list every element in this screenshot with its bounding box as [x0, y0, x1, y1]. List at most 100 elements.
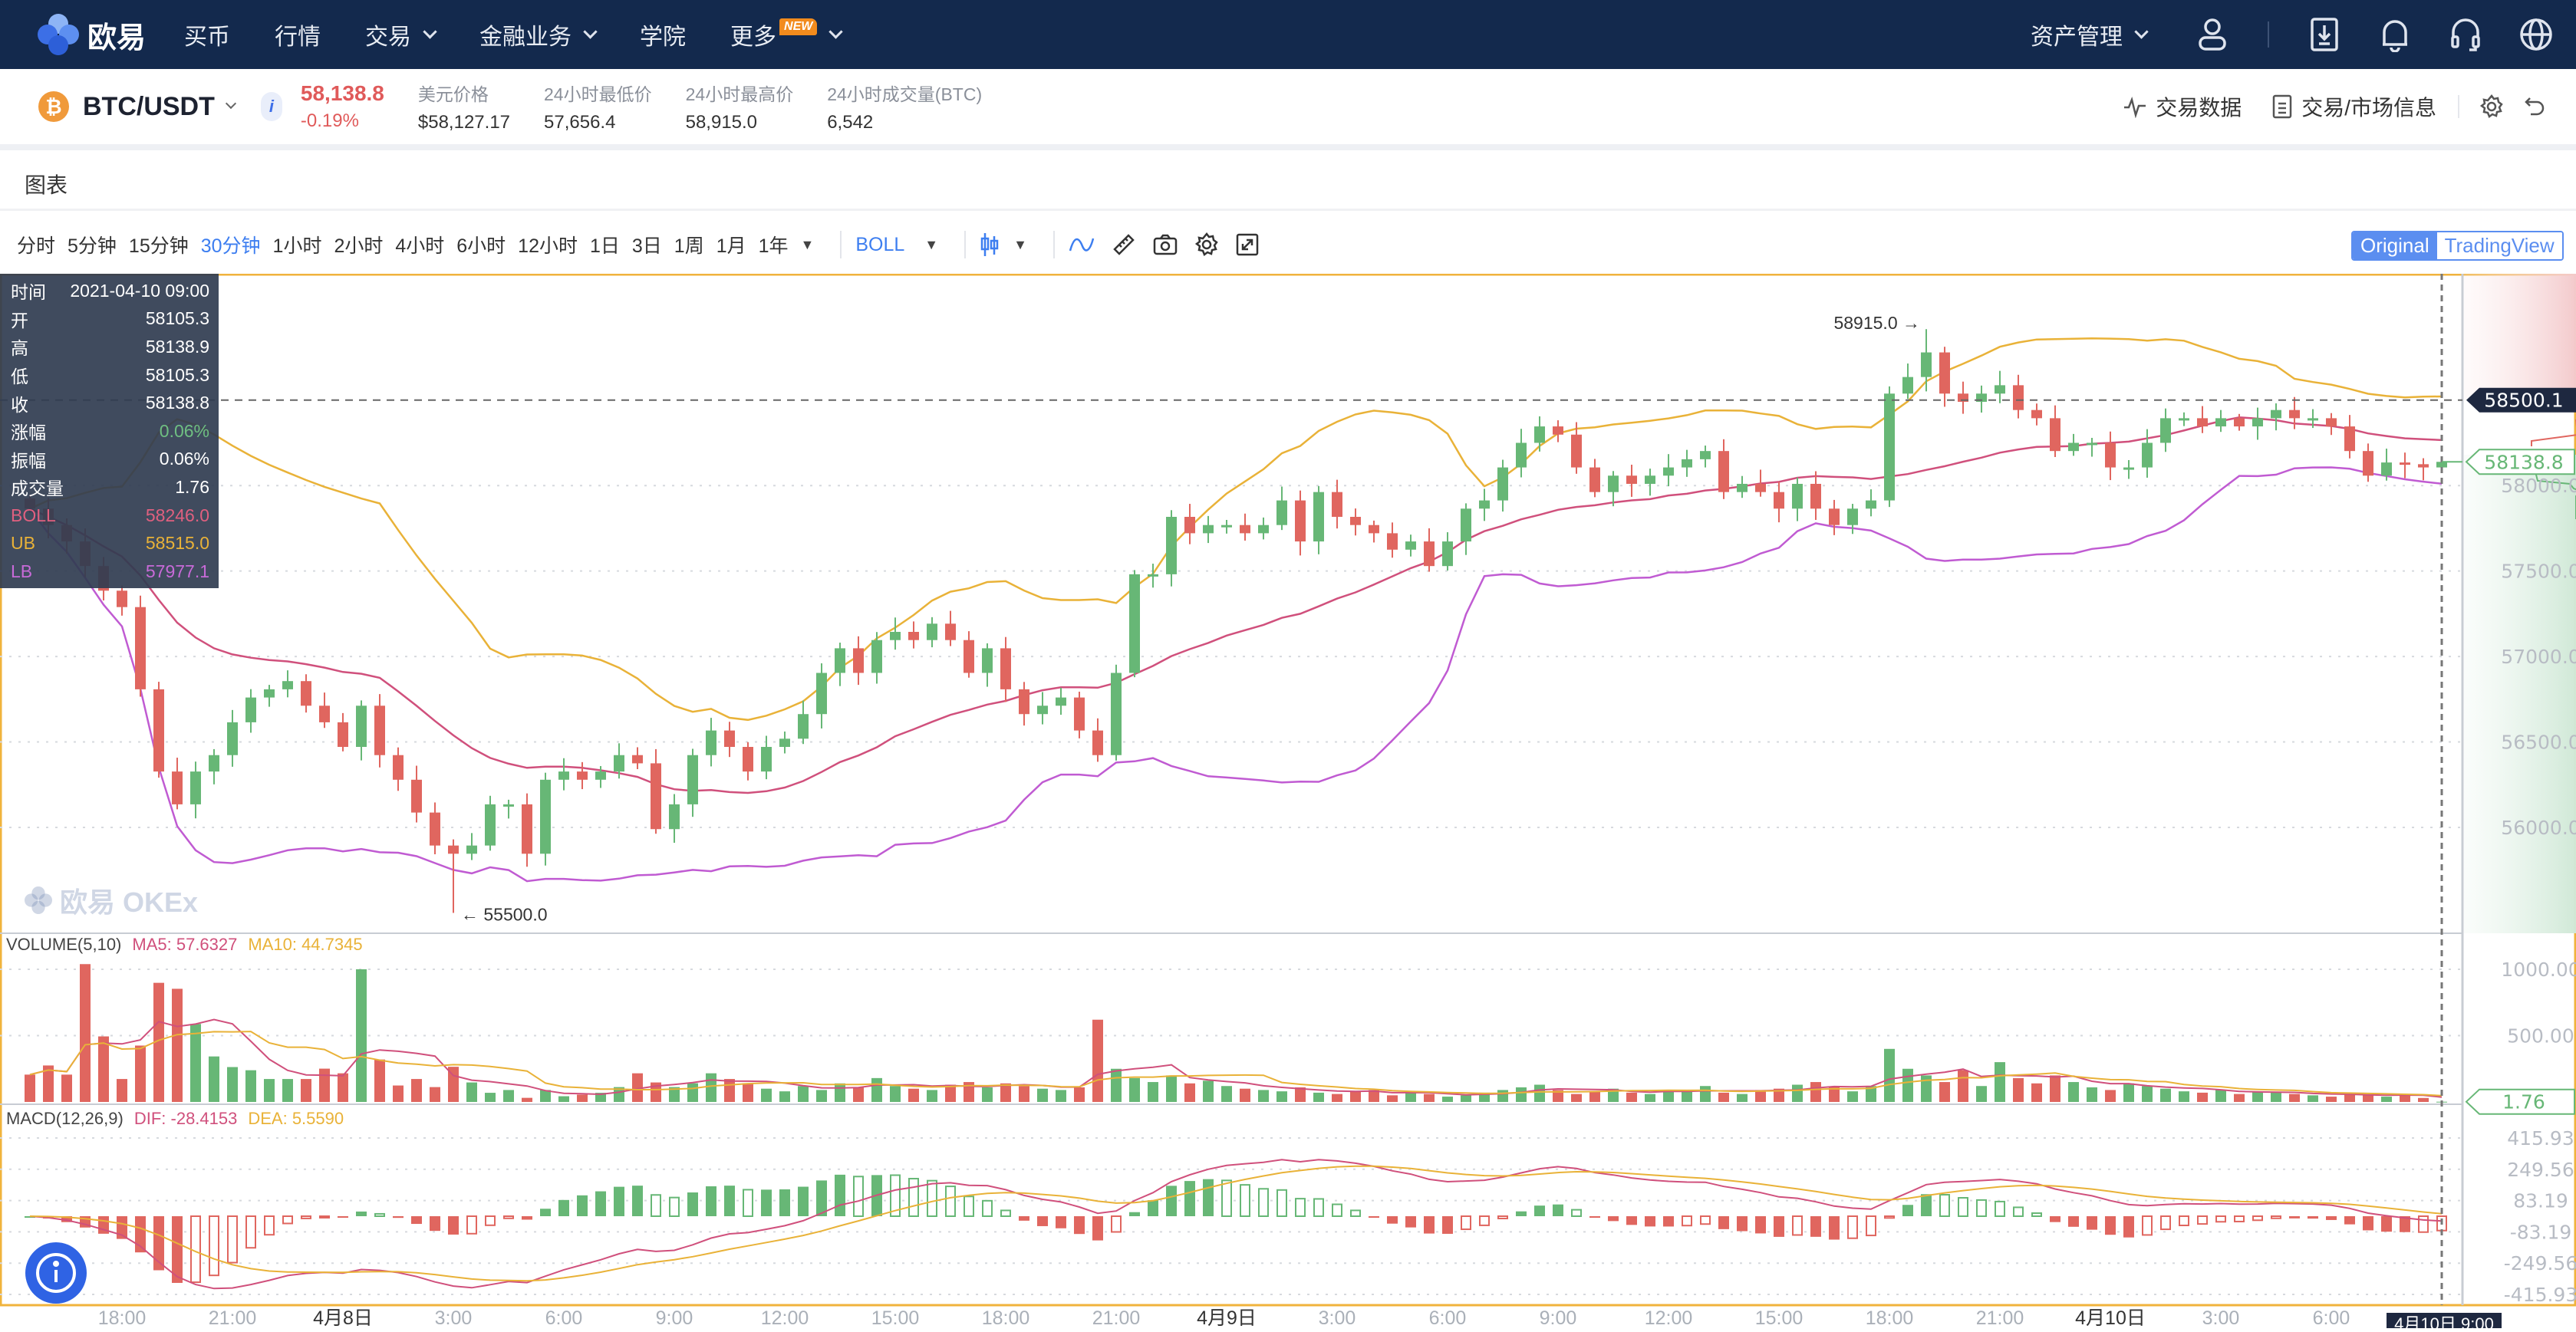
info-icon[interactable]: i: [260, 92, 282, 121]
logo[interactable]: 欧易: [35, 12, 146, 58]
volume-bar: [2142, 1086, 2153, 1102]
candle-body: [503, 804, 514, 807]
interval-1M[interactable]: 1月: [716, 235, 746, 257]
volume-bar: [835, 1083, 845, 1102]
bell-icon[interactable]: [2377, 16, 2413, 53]
macd-histogram-bar: [227, 1215, 238, 1264]
time-tick-label: 3:00: [2202, 1307, 2240, 1328]
interval-1min-line[interactable]: 分时: [17, 235, 56, 257]
candle-body: [558, 771, 569, 780]
candle-body: [1350, 516, 1361, 525]
candle-body: [1497, 467, 1508, 501]
ruler-icon[interactable]: [1112, 232, 1136, 257]
fullscreen-icon[interactable]: [1236, 233, 1259, 256]
kline-chart-svg[interactable]: 58000.0 57500.0 57000.0 56500.0 56000.0 1000.…: [0, 273, 2576, 1332]
interval-4h[interactable]: 4小时: [395, 235, 445, 257]
volume-bar: [2381, 1097, 2392, 1102]
candle-body: [1461, 508, 1471, 542]
macd-histogram-bar: [2418, 1215, 2429, 1233]
candle-body: [1442, 541, 1453, 567]
macd-legend: MACD(12,26,9) DIF: -28.4153 DEA: 5.5590: [6, 1109, 344, 1129]
interval-5m[interactable]: 5分钟: [68, 235, 117, 257]
stat-usd-price: 美元价格 $58,127.17: [418, 80, 510, 133]
macd-tick-label: 415.93: [2507, 1127, 2574, 1149]
market-info-link[interactable]: 交易/市场信息: [2301, 96, 2436, 120]
line-tool-icon[interactable]: [1069, 235, 1095, 254]
indicator-select[interactable]: BOLL: [855, 233, 905, 255]
candle-body: [1884, 393, 1895, 501]
macd-histogram-bar: [2344, 1216, 2355, 1225]
view-original-button[interactable]: Original: [2353, 232, 2437, 259]
interval-6h[interactable]: 6小时: [456, 235, 506, 257]
candle-body: [2234, 418, 2245, 427]
candle-body: [1958, 393, 1968, 402]
volume-bar: [2271, 1092, 2281, 1102]
interval-dropdown-icon[interactable]: ▼: [800, 236, 815, 252]
macd-tick-label: -83.19: [2510, 1221, 2572, 1243]
nav-academy[interactable]: 学院: [640, 18, 686, 51]
indicator-dropdown-icon[interactable]: ▼: [924, 236, 939, 252]
candle-body: [319, 705, 330, 722]
interval-1d[interactable]: 1日: [589, 235, 620, 257]
tooltip-value: 0.06%: [159, 420, 209, 441]
user-icon[interactable]: [2194, 16, 2231, 53]
interval-1h[interactable]: 1小时: [272, 235, 322, 257]
macd-histogram-bar: [1847, 1215, 1858, 1239]
undo-icon[interactable]: [2524, 96, 2545, 117]
macd-histogram-bar: [2142, 1215, 2153, 1236]
globe-icon[interactable]: [2518, 16, 2555, 53]
candle-body: [1939, 352, 1950, 394]
asset-management-menu[interactable]: 资产管理: [2031, 18, 2149, 51]
nav-finance[interactable]: 金融业务: [479, 18, 598, 51]
candle-body: [2418, 464, 2429, 468]
interval-30m[interactable]: 30分钟: [200, 235, 261, 257]
volume-bar: [1939, 1082, 1950, 1102]
volume-bar: [1276, 1091, 1287, 1102]
pair-selector[interactable]: BTC/USDT: [83, 91, 215, 121]
nav-trade[interactable]: 交易: [365, 18, 437, 51]
macd-histogram-bar: [1497, 1215, 1508, 1219]
volume-bar: [466, 1082, 477, 1102]
nav-more[interactable]: 更多 NEW: [730, 18, 844, 51]
camera-icon[interactable]: [1153, 234, 1178, 255]
interval-3d[interactable]: 3日: [631, 235, 662, 257]
trade-data-link[interactable]: 交易数据: [2156, 96, 2242, 120]
interval-15m[interactable]: 15分钟: [128, 235, 189, 257]
macd-histogram-bar: [632, 1186, 643, 1216]
volume-bar: [264, 1079, 275, 1102]
macd-histogram-bar: [2289, 1216, 2300, 1219]
candlestick-type-icon[interactable]: [980, 232, 1000, 258]
interval-2h[interactable]: 2小时: [334, 235, 384, 257]
stat-value: 57,656.4: [544, 112, 616, 133]
candle-body: [761, 747, 772, 772]
volume-bar: [1645, 1094, 1655, 1102]
view-tradingview-button[interactable]: TradingView: [2436, 232, 2562, 259]
interval-1w[interactable]: 1周: [674, 235, 704, 257]
candle-body: [1258, 525, 1269, 534]
volume-bar: [2068, 1082, 2079, 1102]
settings-icon[interactable]: [1194, 232, 1219, 257]
gear-icon[interactable]: [2479, 94, 2504, 119]
kline-chart[interactable]: 58000.0 57500.0 57000.0 56500.0 56000.0 1000.…: [0, 273, 2576, 1332]
volume-bar: [1737, 1094, 1748, 1102]
info-button[interactable]: [25, 1242, 87, 1304]
nav-buy-crypto[interactable]: 买币: [184, 18, 230, 51]
macd-tick-label: 83.19: [2513, 1190, 2568, 1212]
volume-bar: [2105, 1090, 2116, 1102]
volume-bar: [2197, 1092, 2208, 1102]
download-icon[interactable]: [2306, 16, 2343, 53]
tooltip-label: BOLL: [11, 505, 56, 525]
chart-type-dropdown-icon[interactable]: ▼: [1013, 236, 1027, 252]
headset-icon[interactable]: [2447, 16, 2484, 53]
candle-body: [706, 730, 716, 755]
nav-markets[interactable]: 行情: [275, 18, 321, 51]
chevron-down-icon[interactable]: [225, 97, 236, 110]
tooltip-value: 58138.8: [145, 393, 209, 413]
tooltip-value: 58246.0: [145, 505, 209, 525]
chevron-down-icon: [2134, 24, 2149, 39]
macd-histogram-bar: [1626, 1216, 1637, 1225]
interval-12h[interactable]: 12小时: [518, 235, 578, 257]
candle-body: [1240, 525, 1250, 534]
interval-1y[interactable]: 1年: [758, 235, 789, 257]
watermark: 欧易 OKEx: [23, 880, 198, 920]
